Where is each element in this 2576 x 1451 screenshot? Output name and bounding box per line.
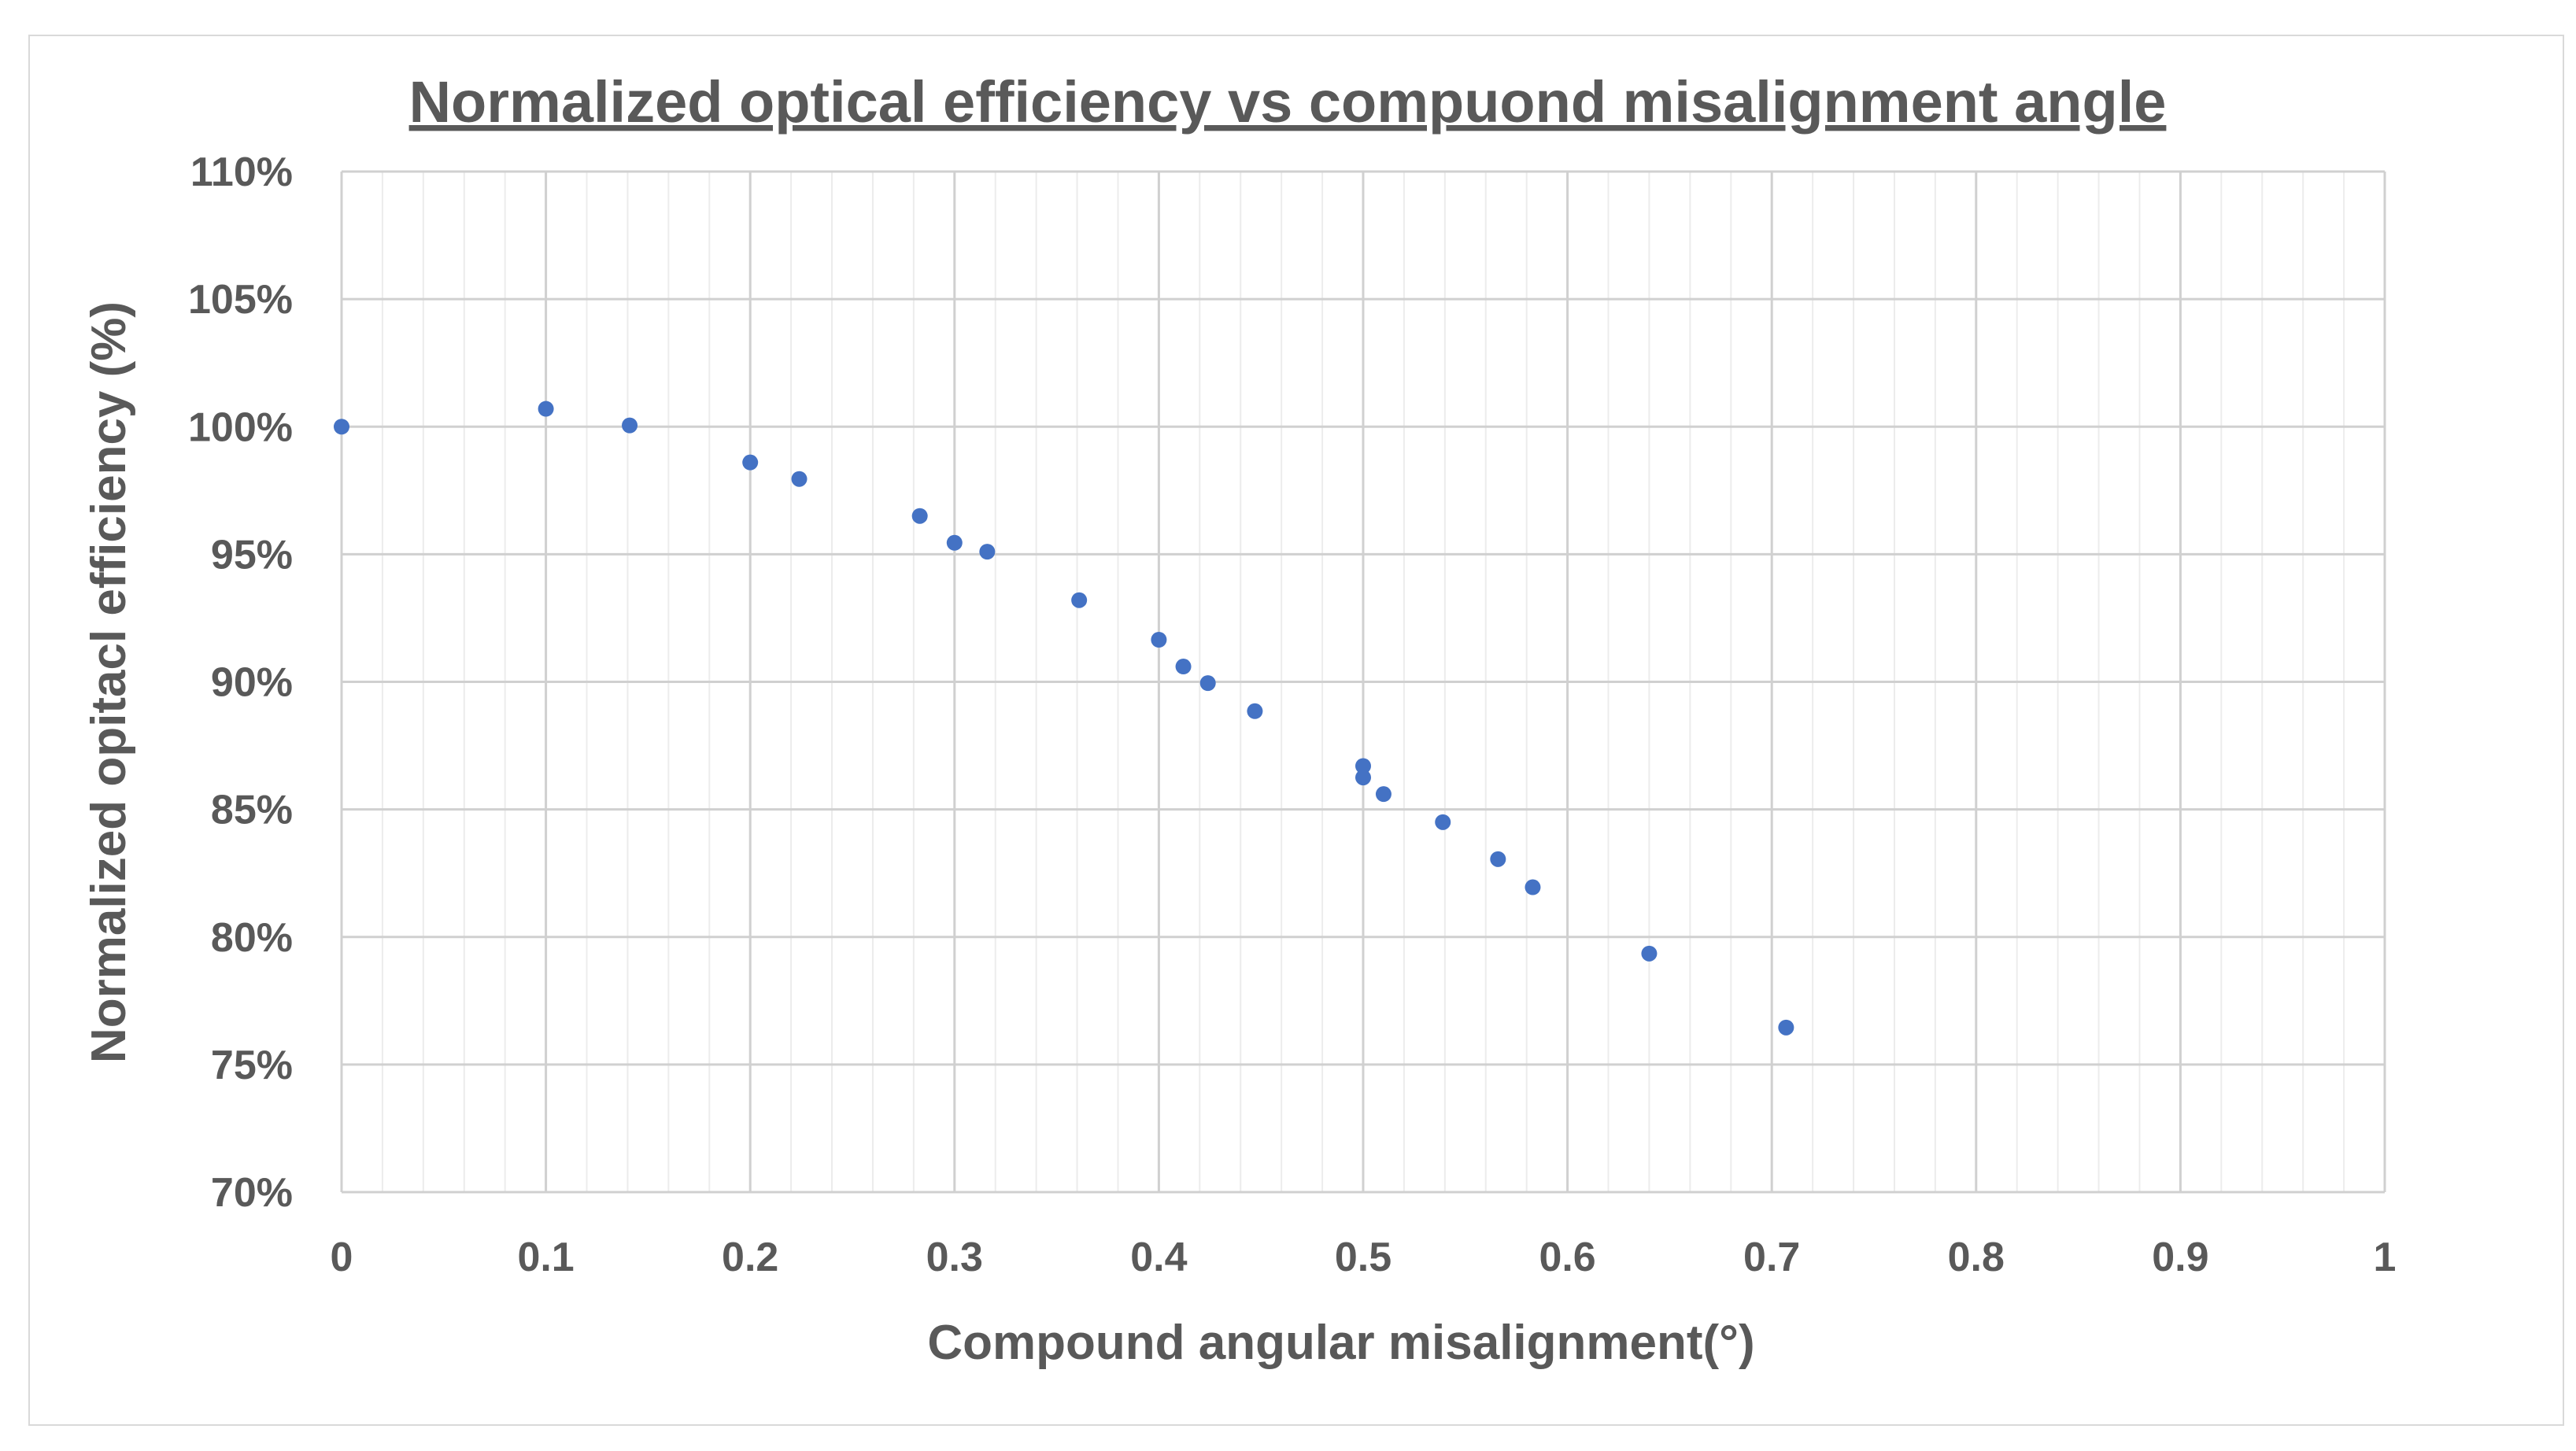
x-tick-labels: 0 0.1 0.2 0.3 0.4 0.5 0.6 0.7 0.8 0.9 1 — [331, 1235, 2397, 1280]
data-point — [1247, 703, 1263, 719]
grid-lines — [340, 170, 2386, 1194]
data-point — [1199, 675, 1216, 692]
y-tick-label: 95% — [211, 532, 293, 578]
chart-title: Normalized optical efficiency vs compuon… — [409, 69, 2167, 135]
y-tick-labels: 70% 75% 80% 85% 90% 95% 100% 105% 110% — [188, 150, 293, 1216]
x-tick-label: 0.2 — [722, 1235, 778, 1280]
chart-frame — [28, 35, 2564, 1426]
data-point — [1175, 659, 1192, 675]
x-axis-title: Compound angular misalignment(°) — [927, 1316, 1754, 1370]
x-tick-label: 1 — [2374, 1235, 2397, 1280]
data-point — [1525, 879, 1541, 895]
x-tick-label: 0.1 — [517, 1235, 574, 1280]
y-tick-label: 85% — [211, 788, 293, 833]
data-point — [1778, 1019, 1794, 1036]
x-tick-label: 0.9 — [2152, 1235, 2208, 1280]
x-tick-label: 0.5 — [1335, 1235, 1391, 1280]
data-point — [911, 508, 928, 524]
data-point — [1071, 592, 1088, 608]
y-tick-label: 100% — [188, 404, 293, 450]
data-point — [1355, 770, 1371, 786]
data-point — [334, 419, 349, 435]
data-point — [791, 471, 808, 487]
x-tick-label: 0 — [331, 1235, 353, 1280]
y-axis-title: Normalized opitacl efficiency (%) — [82, 301, 136, 1063]
x-tick-label: 0.7 — [1743, 1235, 1800, 1280]
data-point — [1355, 758, 1371, 774]
x-tick-label: 0.4 — [1130, 1235, 1187, 1280]
x-tick-label: 0.3 — [926, 1235, 983, 1280]
y-tick-label: 80% — [211, 915, 293, 961]
data-point — [1435, 814, 1451, 830]
y-tick-label: 105% — [188, 277, 293, 323]
y-tick-label: 70% — [211, 1170, 293, 1216]
data-point — [946, 534, 963, 551]
y-tick-label: 90% — [211, 660, 293, 706]
data-point — [742, 454, 759, 471]
data-point — [979, 544, 996, 560]
x-tick-label: 0.8 — [1948, 1235, 2005, 1280]
data-point — [1151, 631, 1167, 648]
data-points — [334, 401, 1794, 1036]
data-point — [1641, 945, 1658, 962]
y-tick-label: 110% — [190, 150, 293, 195]
x-tick-label: 0.6 — [1539, 1235, 1595, 1280]
data-point — [1375, 786, 1391, 803]
data-point — [538, 401, 554, 417]
y-tick-label: 75% — [211, 1043, 293, 1088]
data-point — [1490, 851, 1506, 867]
data-point — [622, 417, 638, 434]
